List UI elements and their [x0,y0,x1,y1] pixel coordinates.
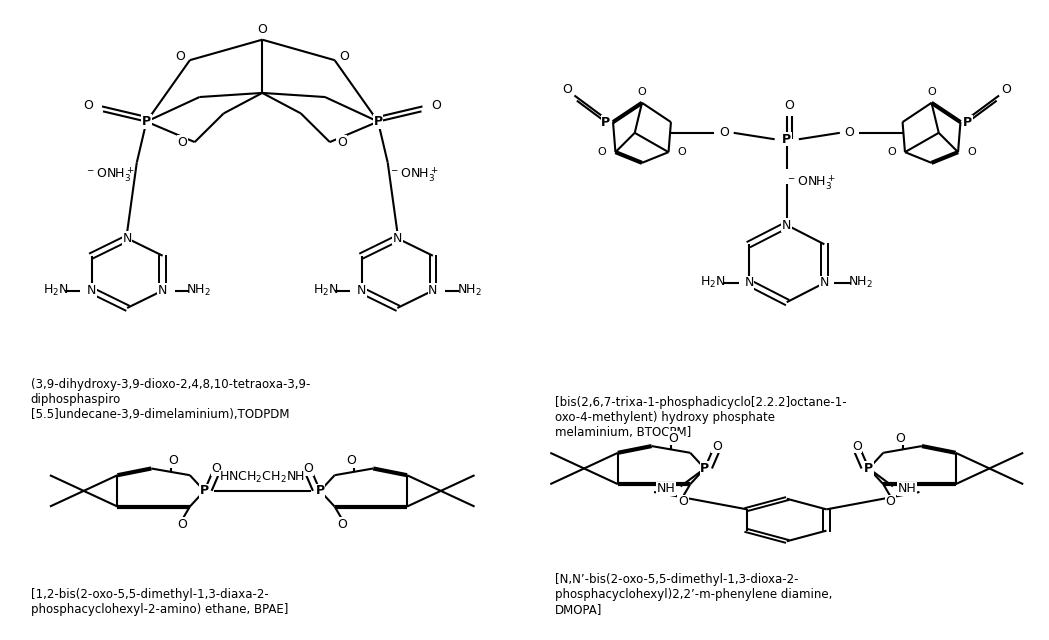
Text: [1,2-bis(2-oxo-5,5-dimethyl-1,3-diaxa-2-
phosphacyclohexyl-2-amino) ethane, BPAE: [1,2-bis(2-oxo-5,5-dimethyl-1,3-diaxa-2-… [30,588,288,616]
Text: O: O [712,440,722,452]
Text: P: P [601,116,611,129]
Text: N: N [428,284,437,297]
Text: N: N [783,218,791,232]
Text: O: O [175,49,186,63]
Text: O: O [303,462,313,475]
Text: O: O [638,87,646,97]
Text: [N,N’-bis(2-oxo-5,5-dimethyl-1,3-dioxa-2-
phosphacyclohexyl)2,2’-m-phenylene dia: [N,N’-bis(2-oxo-5,5-dimethyl-1,3-dioxa-2… [555,573,833,616]
Text: O: O [852,440,861,452]
Text: P: P [142,115,151,128]
Text: NH: NH [657,482,676,495]
Text: H$_2$N: H$_2$N [700,275,726,291]
Text: O: O [212,462,221,475]
Text: N: N [357,284,366,297]
Text: O: O [887,147,896,157]
Text: O: O [844,126,855,140]
Text: O: O [927,87,936,97]
Text: $^-$ONH$_3^+$: $^-$ONH$_3^+$ [786,173,836,191]
Text: P: P [316,484,325,497]
Text: P: P [963,116,972,129]
Text: O: O [168,454,178,467]
Text: NH$_2$: NH$_2$ [187,283,211,298]
Text: O: O [257,23,267,36]
Text: P: P [373,115,383,128]
Text: O: O [177,518,188,531]
Text: O: O [337,518,347,531]
Text: $^-$ONH$_3^+$: $^-$ONH$_3^+$ [86,166,135,184]
Text: O: O [431,99,441,112]
Text: O: O [668,432,679,445]
Text: O: O [339,49,349,63]
Text: NH: NH [898,482,917,495]
Text: O: O [678,147,686,157]
Text: $^-$ONH$_3^+$: $^-$ONH$_3^+$ [389,166,438,184]
Text: O: O [719,126,729,140]
Text: P: P [199,484,209,497]
Text: N: N [87,284,97,297]
Text: N: N [392,232,402,245]
Text: P: P [783,132,791,146]
Text: H$_2$N: H$_2$N [43,283,68,298]
Text: N: N [819,276,829,289]
Text: O: O [785,99,794,112]
Text: O: O [678,495,688,508]
Text: O: O [1002,83,1011,97]
Text: [bis(2,6,7-trixa-1-phosphadicyclo[2.2.2]octane-1-
oxo-4-methylent) hydroxy phosp: [bis(2,6,7-trixa-1-phosphadicyclo[2.2.2]… [555,396,847,440]
Text: O: O [84,99,93,112]
Text: N: N [745,276,754,289]
Text: N: N [123,232,132,245]
Text: P: P [700,462,709,475]
Text: O: O [177,136,188,148]
Text: O: O [337,136,347,148]
Text: O: O [885,495,896,508]
Text: P: P [864,462,874,475]
Text: O: O [967,147,976,157]
Text: H$_2$N: H$_2$N [313,283,339,298]
Text: O: O [895,432,905,445]
Text: O: O [562,83,572,97]
Text: NH$_2$: NH$_2$ [848,275,873,291]
Text: O: O [598,147,606,157]
Text: HNCH$_2$CH$_2$NH: HNCH$_2$CH$_2$NH [219,470,305,485]
Text: N: N [158,284,168,297]
Text: O: O [346,454,357,467]
Text: (3,9-dihydroxy-3,9-dioxo-2,4,8,10-tetraoxa-3,9-
diphosphaspiro
[5.5]undecane-3,9: (3,9-dihydroxy-3,9-dioxo-2,4,8,10-tetrao… [30,378,311,420]
Text: NH$_2$: NH$_2$ [456,283,481,298]
